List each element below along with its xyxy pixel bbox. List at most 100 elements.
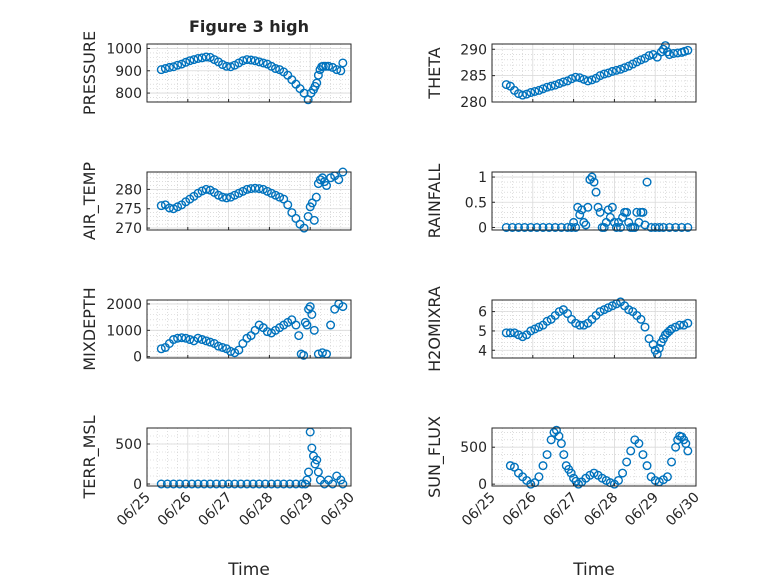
- data-point: [294, 331, 304, 341]
- data-point: [632, 207, 642, 217]
- data-point: [164, 203, 174, 213]
- y-tick-label: 5: [478, 324, 487, 340]
- data-point: [162, 479, 172, 489]
- data-point: [571, 222, 581, 232]
- data-point: [662, 472, 672, 482]
- y-axis-label: MIXDEPTH: [80, 287, 99, 370]
- data-point: [283, 200, 293, 210]
- data-point: [258, 58, 268, 68]
- data-point: [638, 450, 648, 460]
- data-point: [250, 56, 260, 66]
- y-axis-label: TERR_MSL: [80, 415, 100, 499]
- data-series: [501, 297, 693, 359]
- subplot-3: 270 275 280 AIR_TEMP: [80, 162, 352, 240]
- y-axis-label: PRESSURE: [80, 31, 99, 115]
- data-point: [334, 175, 344, 185]
- data-point: [613, 475, 623, 485]
- data-point: [300, 479, 310, 489]
- data-point: [302, 320, 312, 330]
- data-point: [311, 192, 321, 202]
- data-point: [169, 62, 179, 72]
- data-point: [309, 325, 319, 335]
- data-point: [254, 57, 264, 67]
- y-tick-label: 0: [478, 477, 487, 493]
- data-point: [538, 461, 548, 471]
- data-point: [648, 339, 658, 349]
- data-point: [656, 47, 666, 57]
- data-point: [279, 194, 289, 204]
- data-point: [303, 211, 313, 221]
- y-tick-label: 270: [115, 221, 142, 237]
- axes-box: [491, 43, 697, 103]
- data-point: [199, 479, 209, 489]
- data-point: [181, 479, 191, 489]
- data-point: [538, 84, 548, 94]
- data-point: [534, 85, 544, 95]
- data-point: [250, 183, 260, 193]
- data-point: [514, 222, 524, 232]
- data-point: [193, 333, 203, 343]
- data-point: [595, 207, 605, 217]
- data-point: [236, 479, 246, 489]
- y-axis-label: H2OMIXRA: [425, 286, 444, 372]
- data-point: [583, 76, 593, 86]
- data-point: [522, 89, 532, 99]
- data-point: [302, 475, 312, 485]
- data-point: [595, 71, 605, 81]
- data-point: [175, 479, 185, 489]
- data-point: [242, 55, 252, 65]
- data-point: [197, 335, 207, 345]
- data-point: [328, 479, 338, 489]
- data-point: [530, 86, 540, 96]
- data-point: [634, 439, 644, 449]
- data-point: [254, 479, 264, 489]
- data-point: [201, 336, 211, 346]
- data-point: [312, 455, 322, 465]
- data-point: [201, 52, 211, 62]
- data-point: [664, 326, 674, 336]
- axes-box: [491, 427, 697, 487]
- data-point: [234, 345, 244, 355]
- data-point: [181, 333, 191, 343]
- data-point: [338, 302, 348, 312]
- axes-box: [491, 299, 697, 359]
- axes-box: [146, 427, 352, 487]
- y-tick-label: 0: [133, 350, 142, 366]
- data-point: [156, 201, 166, 211]
- data-point: [683, 446, 693, 456]
- data-point: [554, 79, 564, 89]
- x-axis-label: Time: [572, 560, 615, 580]
- data-point: [546, 435, 556, 445]
- data-point: [609, 217, 619, 227]
- data-point: [683, 318, 693, 328]
- axes-box: [146, 171, 352, 231]
- y-tick-label: 900: [115, 64, 142, 80]
- data-point: [575, 320, 585, 330]
- data-point: [664, 222, 674, 232]
- y-tick-label: 290: [460, 42, 487, 58]
- data-point: [291, 213, 301, 223]
- data-point: [185, 56, 195, 66]
- data-point: [654, 343, 664, 353]
- y-tick-label: 2000: [106, 297, 142, 313]
- data-point: [299, 350, 309, 360]
- data-point: [526, 88, 536, 98]
- data-point: [660, 41, 670, 51]
- y-axis-label: RAINFALL: [425, 164, 444, 239]
- data-point: [222, 61, 232, 71]
- data-point: [556, 222, 566, 232]
- y-tick-label: 800: [115, 86, 142, 102]
- subplot-5: 0 1000 2000 MIXDEPTH: [80, 287, 352, 371]
- data-series: [156, 299, 348, 360]
- data-point: [304, 467, 314, 477]
- data-point: [254, 184, 264, 194]
- data-point: [677, 222, 687, 232]
- data-point: [299, 223, 309, 233]
- data-point: [156, 479, 166, 489]
- data-point: [177, 333, 187, 343]
- data-point: [671, 222, 681, 232]
- data-point: [287, 208, 297, 218]
- data-series: [501, 172, 693, 232]
- subplot-4: 0 0.5 1 RAINFALL: [425, 164, 697, 239]
- data-point: [542, 450, 552, 460]
